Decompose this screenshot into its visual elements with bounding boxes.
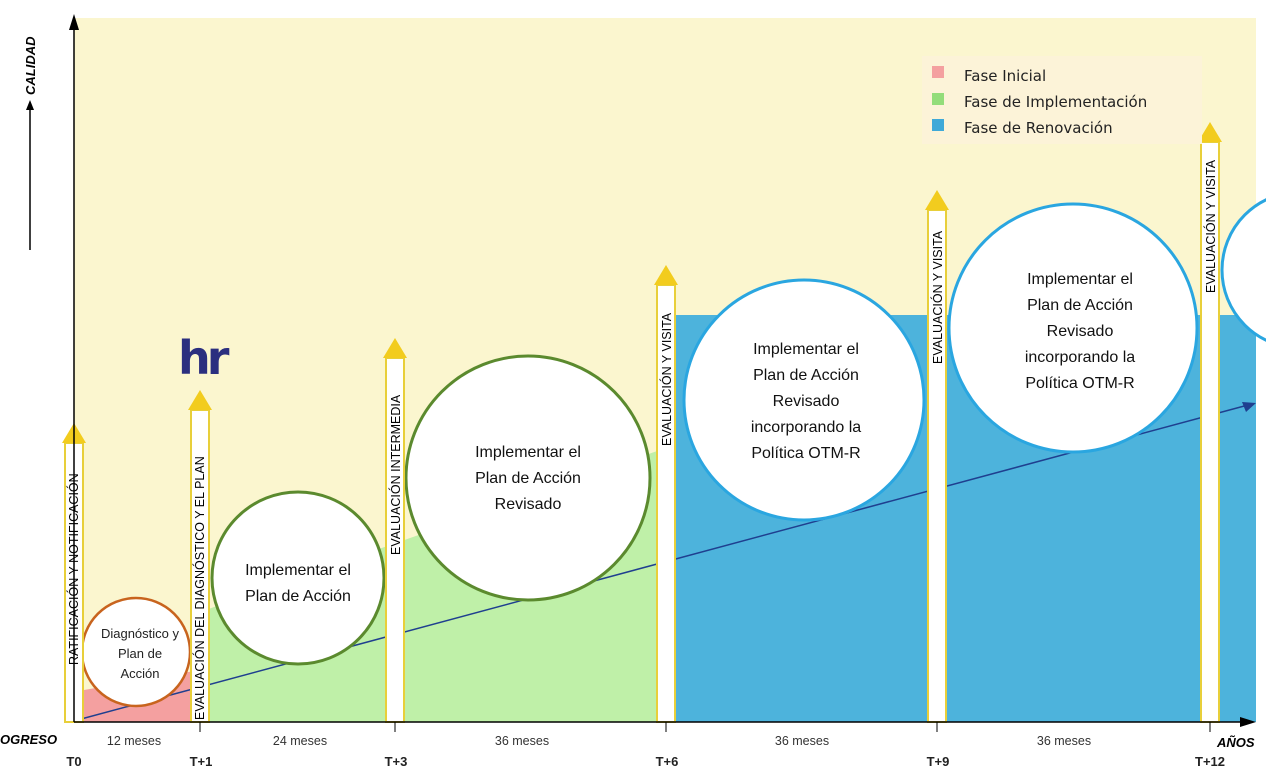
- circle-otmr-1-line-5: Política OTM-R: [751, 445, 860, 462]
- tick-t6: T+6: [656, 754, 679, 769]
- duration-5: 36 meses: [1037, 734, 1091, 748]
- circle-initial-line-2: Plan de: [118, 646, 162, 661]
- pillar-diagnostico: EVALUACIÓN DEL DIAGNÓSTICO Y EL PLAN: [188, 390, 212, 723]
- legend-label-implementation: Fase de Implementación: [964, 93, 1147, 111]
- pillar-visita-1: EVALUACIÓN Y VISITA: [654, 265, 678, 723]
- origin-label: OGRESO: [0, 732, 57, 747]
- tick-marks: [199, 722, 1211, 732]
- circle-revised-line-2: Plan de Acción: [475, 470, 581, 487]
- hr-logo: hr: [178, 331, 230, 385]
- circle-otmr-1-line-1: Implementar el: [753, 341, 859, 358]
- trend-arrowhead: [1242, 402, 1256, 412]
- duration-3: 36 meses: [495, 734, 549, 748]
- pillar-intermedia-label: EVALUACIÓN INTERMEDIA: [388, 394, 403, 555]
- y-axis-label: CALIDAD: [23, 36, 38, 95]
- legend-swatch-initial: [932, 66, 944, 78]
- x-axis-arrow: [1240, 717, 1256, 727]
- y-label-arrowhead: [26, 100, 34, 110]
- tick-t1: T+1: [190, 754, 213, 769]
- circle-otmr-2: Implementar el Plan de Acción Revisado inco…: [947, 202, 1199, 454]
- circle-otmr-2-line-5: Política OTM-R: [1025, 375, 1134, 392]
- legend-box: [922, 56, 1202, 144]
- circle-revised: Implementar el Plan de Acción Revisado: [404, 354, 652, 602]
- circle-otmr-2-line-2: Plan de Acción: [1027, 297, 1133, 314]
- circle-otmr-2-line-1: Implementar el: [1027, 271, 1133, 288]
- duration-2: 24 meses: [273, 734, 327, 748]
- circle-otmr-1-line-3: Revisado: [773, 393, 840, 410]
- circle-revised-line-3: Revisado: [495, 496, 562, 513]
- pillar-diagnostico-label: EVALUACIÓN DEL DIAGNÓSTICO Y EL PLAN: [192, 456, 207, 720]
- tick-t12: T+12: [1195, 754, 1225, 769]
- pillar-intermedia: EVALUACIÓN INTERMEDIA: [383, 338, 407, 723]
- legend-label-renewal: Fase de Renovación: [964, 119, 1113, 137]
- duration-1: 12 meses: [107, 734, 161, 748]
- y-axis-arrow: [69, 14, 79, 30]
- pillar-visita-3-label: EVALUACIÓN Y VISITA: [1203, 159, 1218, 293]
- circle-otmr-1-line-2: Plan de Acción: [753, 367, 859, 384]
- circle-initial-line-3: Acción: [120, 666, 159, 681]
- circle-otmr-2-line-4: incorporando la: [1025, 349, 1135, 366]
- circle-implementation-line-2: Plan de Acción: [245, 588, 351, 605]
- circle-initial: Diagnóstico y Plan de Acción: [80, 596, 192, 708]
- circle-otmr-1: Implementar el Plan de Acción Revisado inco…: [682, 278, 926, 522]
- pillar-visita-2: EVALUACIÓN Y VISITA: [925, 190, 949, 723]
- tick-t3: T+3: [385, 754, 408, 769]
- pillar-visita-1-label: EVALUACIÓN Y VISITA: [659, 312, 674, 446]
- x-axis-label: AÑOS: [1216, 735, 1255, 750]
- circle-otmr-1-line-4: incorporando la: [751, 419, 861, 436]
- circle-initial-line-1: Diagnóstico y: [101, 626, 180, 641]
- circle-otmr-2-line-3: Revisado: [1047, 323, 1114, 340]
- legend: Fase Inicial Fase de Implementación Fase…: [922, 56, 1202, 144]
- tick-t0: T0: [66, 754, 81, 769]
- circle-next-partial: [1220, 198, 1266, 342]
- circle-implementation-line-1: Implementar el: [245, 562, 351, 579]
- legend-label-initial: Fase Inicial: [964, 67, 1046, 85]
- pillar-visita-2-label: EVALUACIÓN Y VISITA: [930, 230, 945, 364]
- legend-swatch-implementation: [932, 93, 944, 105]
- duration-4: 36 meses: [775, 734, 829, 748]
- tick-t9: T+9: [927, 754, 950, 769]
- pillar-visita-3: EVALUACIÓN Y VISITA: [1198, 122, 1222, 723]
- circle-revised-line-1: Implementar el: [475, 444, 581, 461]
- circle-implementation: Implementar el Plan de Acción: [210, 490, 386, 666]
- legend-swatch-renewal: [932, 119, 944, 131]
